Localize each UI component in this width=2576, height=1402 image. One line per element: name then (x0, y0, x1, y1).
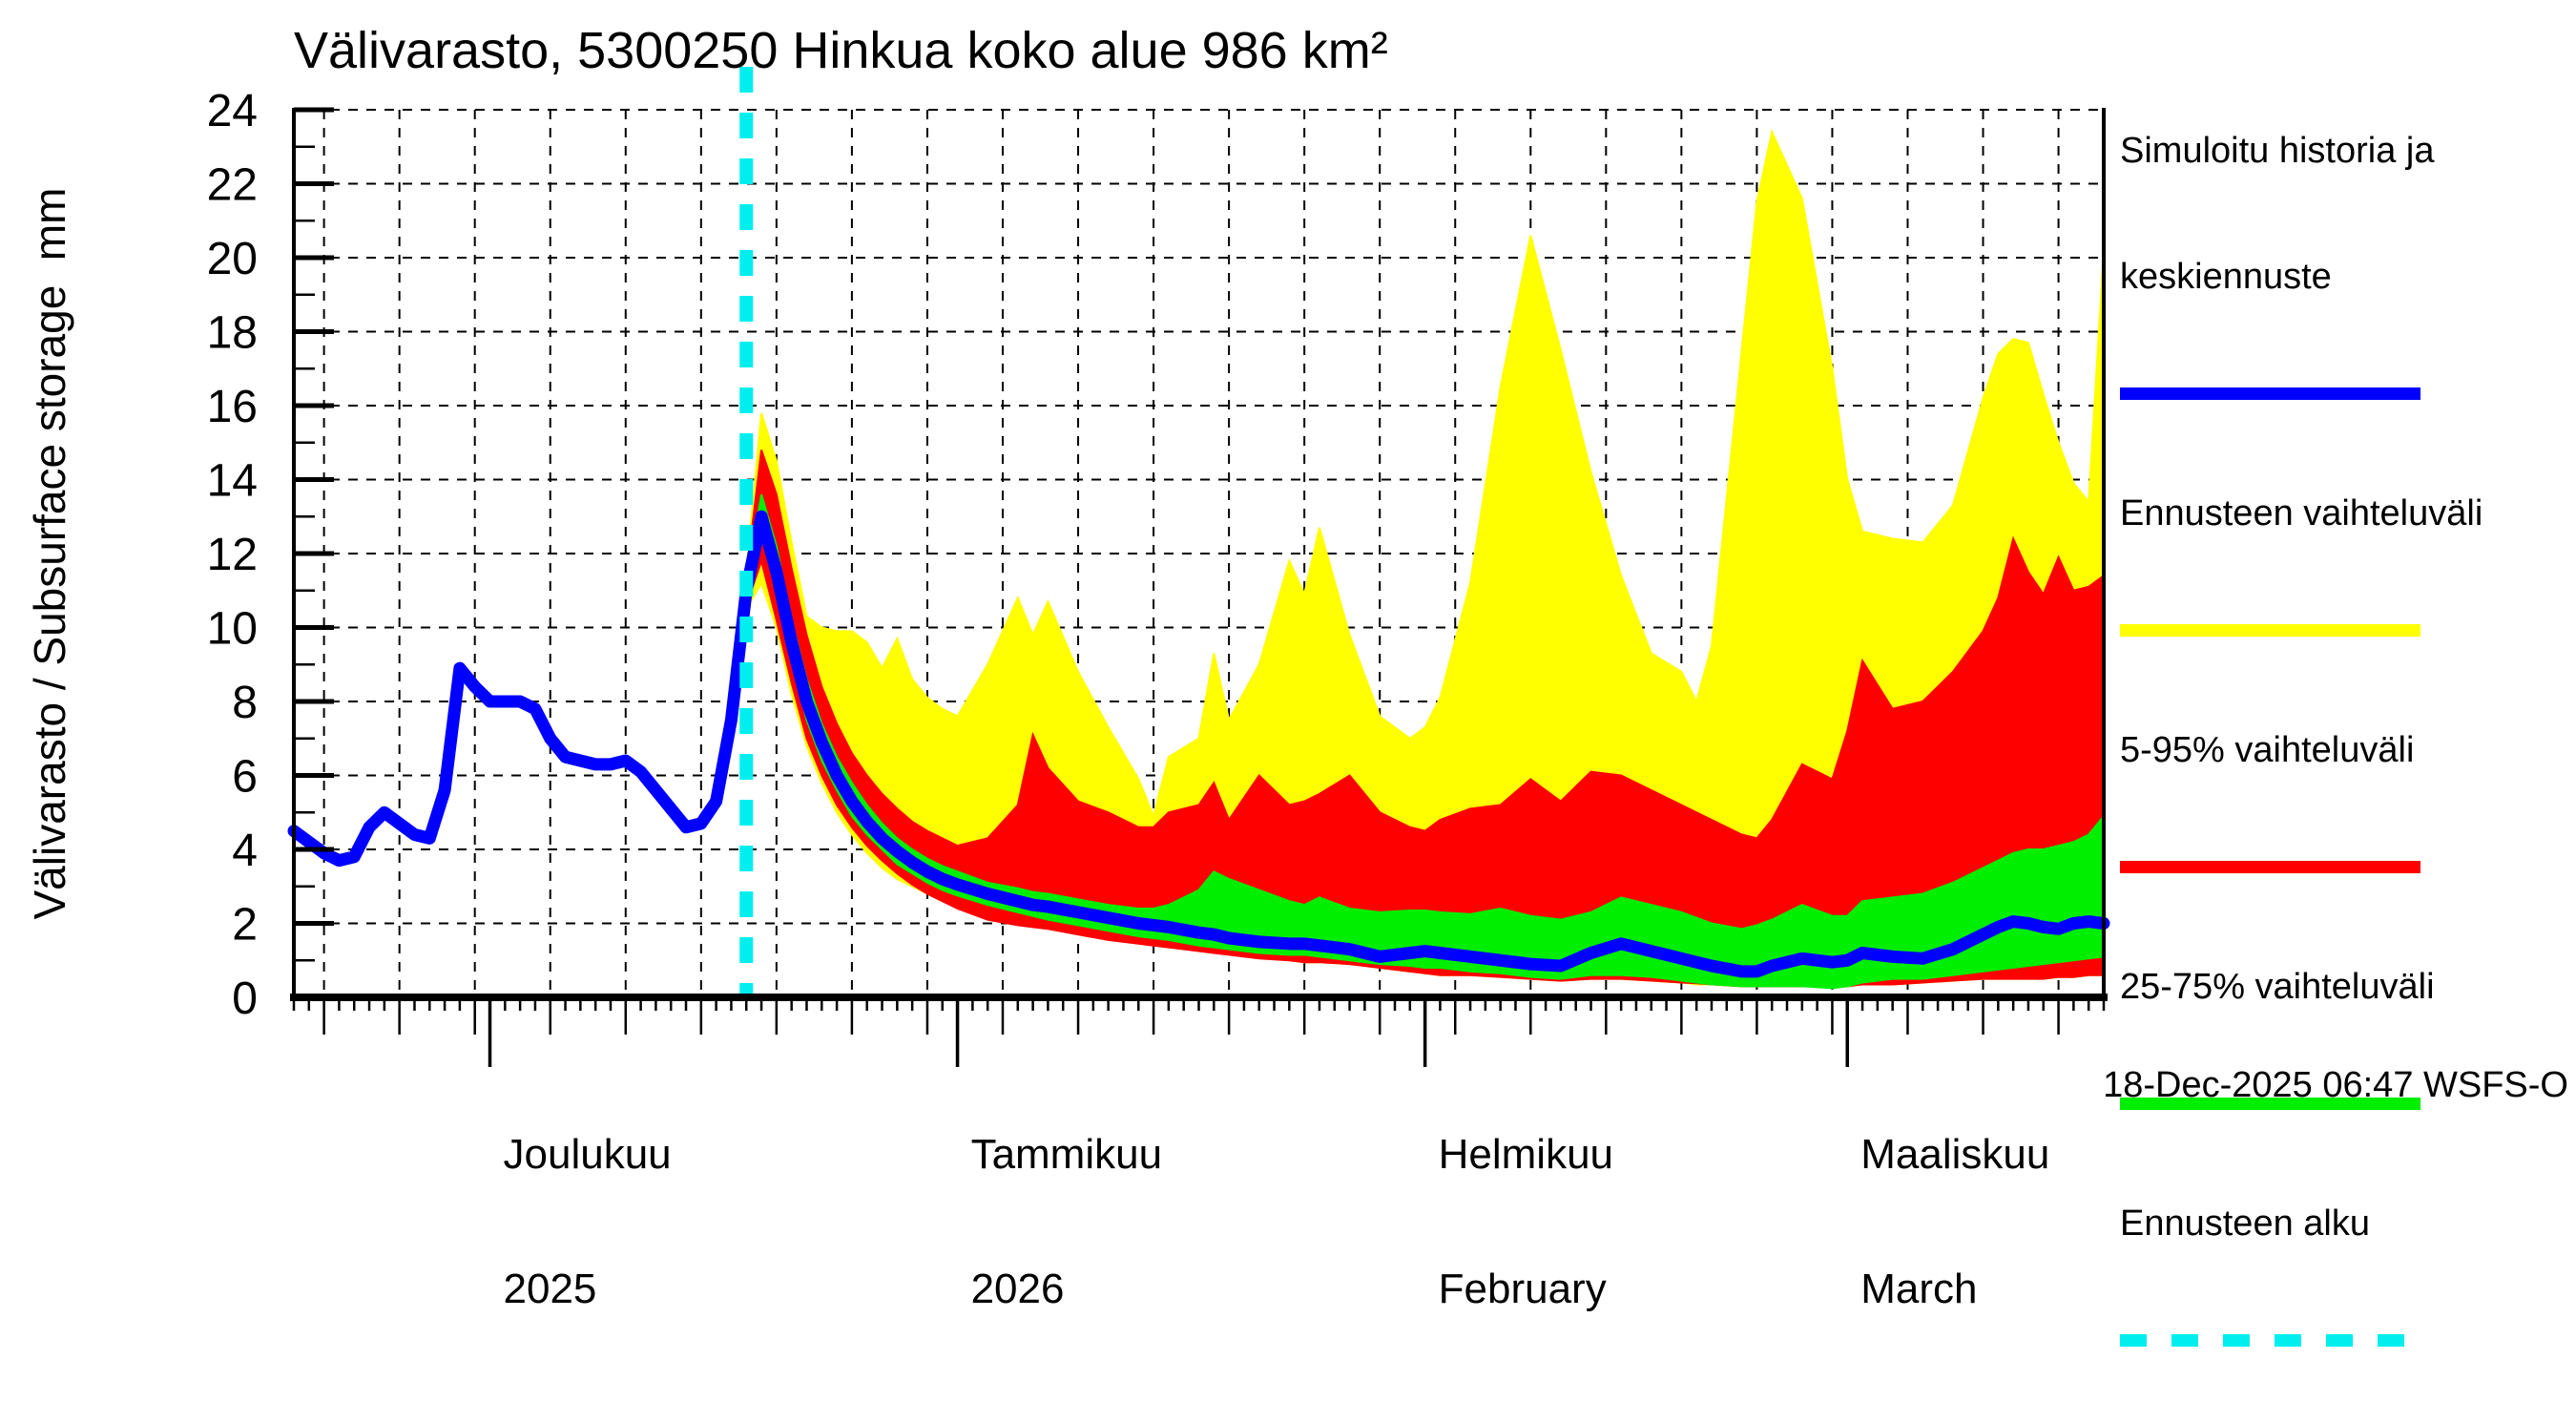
month-name: Maaliskuu (1860, 1131, 2050, 1178)
x-axis-month-maaliskuu: Maaliskuu March (1860, 1042, 2049, 1401)
legend-item-forecast-start: Ennusteen alku (2120, 1119, 2521, 1347)
legend-label: Ennusteen alku (2120, 1119, 2521, 1329)
y-tick-label: 4 (232, 826, 258, 876)
month-name: Joulukuu (503, 1131, 672, 1178)
month-subname: 2025 (503, 1266, 597, 1312)
y-tick-label: 18 (207, 308, 258, 359)
y-tick-label: 24 (207, 86, 258, 136)
y-axis-label: Välivarasto / Subsurface storage mm (25, 187, 74, 920)
legend-swatch-forecast-start (2120, 1334, 2420, 1347)
month-subname: February (1438, 1266, 1607, 1312)
legend-swatch-forecast-range (2120, 624, 2420, 637)
legend-label-line: Ennusteen vaihteluväli (2120, 493, 2483, 534)
y-tick-label: 22 (207, 160, 258, 211)
y-tick-label: 16 (207, 382, 258, 432)
y-tick-label: 8 (232, 678, 258, 728)
history-line (287, 510, 768, 868)
y-tick-label: 2 (232, 900, 258, 951)
legend-item-simulated-history: Simuloitu historia ja keskiennuste (2120, 46, 2521, 400)
y-tick-label: 0 (232, 973, 258, 1024)
legend-item-range-25-75: 25-75% vaihteluväli (2120, 882, 2521, 1110)
legend-label: 25-75% vaihteluväli (2120, 882, 2521, 1092)
month-name: Helmikuu (1438, 1131, 1614, 1178)
legend-swatch-history-line (2120, 387, 2420, 400)
x-axis-month-tammikuu: Tammikuu 2026 (971, 1042, 1163, 1401)
forecast-chart-page: 0 2 4 6 8 10 12 14 16 18 20 22 24 Välivarasto, 53002… (25, 22, 2568, 1347)
chart-title: Välivarasto, 5300250 Hinkua koko alue 98… (294, 22, 1388, 79)
timestamp: 18-Dec-2025 06:47 WSFS-O (2103, 1065, 2568, 1105)
legend-label-line: 25-75% vaihteluväli (2120, 967, 2435, 1007)
y-tick-label: 12 (207, 530, 258, 580)
legend-swatch-25-75 (2120, 1098, 2420, 1110)
legend-label-line: Ennusteen alku (2120, 1203, 2370, 1244)
y-tick-label: 14 (207, 456, 258, 507)
legend-swatch-5-95 (2120, 861, 2420, 873)
y-tick-label: 6 (232, 752, 258, 803)
legend-item-range-5-95: 5-95% vaihteluväli (2120, 645, 2521, 873)
median-forecast-line (739, 510, 2110, 978)
y-tick-label: 20 (207, 234, 258, 284)
month-subname: 2026 (970, 1266, 1065, 1312)
x-axis-month-joulukuu: Joulukuu 2025 (504, 1042, 672, 1401)
legend-label: 5-95% vaihteluväli (2120, 645, 2521, 855)
y-tick-label: 10 (207, 604, 258, 655)
month-name: Tammikuu (970, 1131, 1163, 1178)
legend-item-forecast-range: Ennusteen vaihteluväli (2120, 408, 2521, 637)
legend-label-line: 5-95% vaihteluväli (2120, 730, 2415, 770)
legend-label-line: keskiennuste (2120, 257, 2332, 297)
month-subname: March (1860, 1266, 1978, 1312)
legend-label: Ennusteen vaihteluväli (2120, 408, 2521, 618)
legend: Simuloitu historia ja keskiennuste Ennus… (2120, 46, 2521, 1355)
x-axis-month-helmikuu: Helmikuu February (1439, 1042, 1613, 1401)
legend-label: Simuloitu historia ja keskiennuste (2120, 46, 2521, 382)
legend-label-line: Simuloitu historia ja (2120, 131, 2435, 171)
